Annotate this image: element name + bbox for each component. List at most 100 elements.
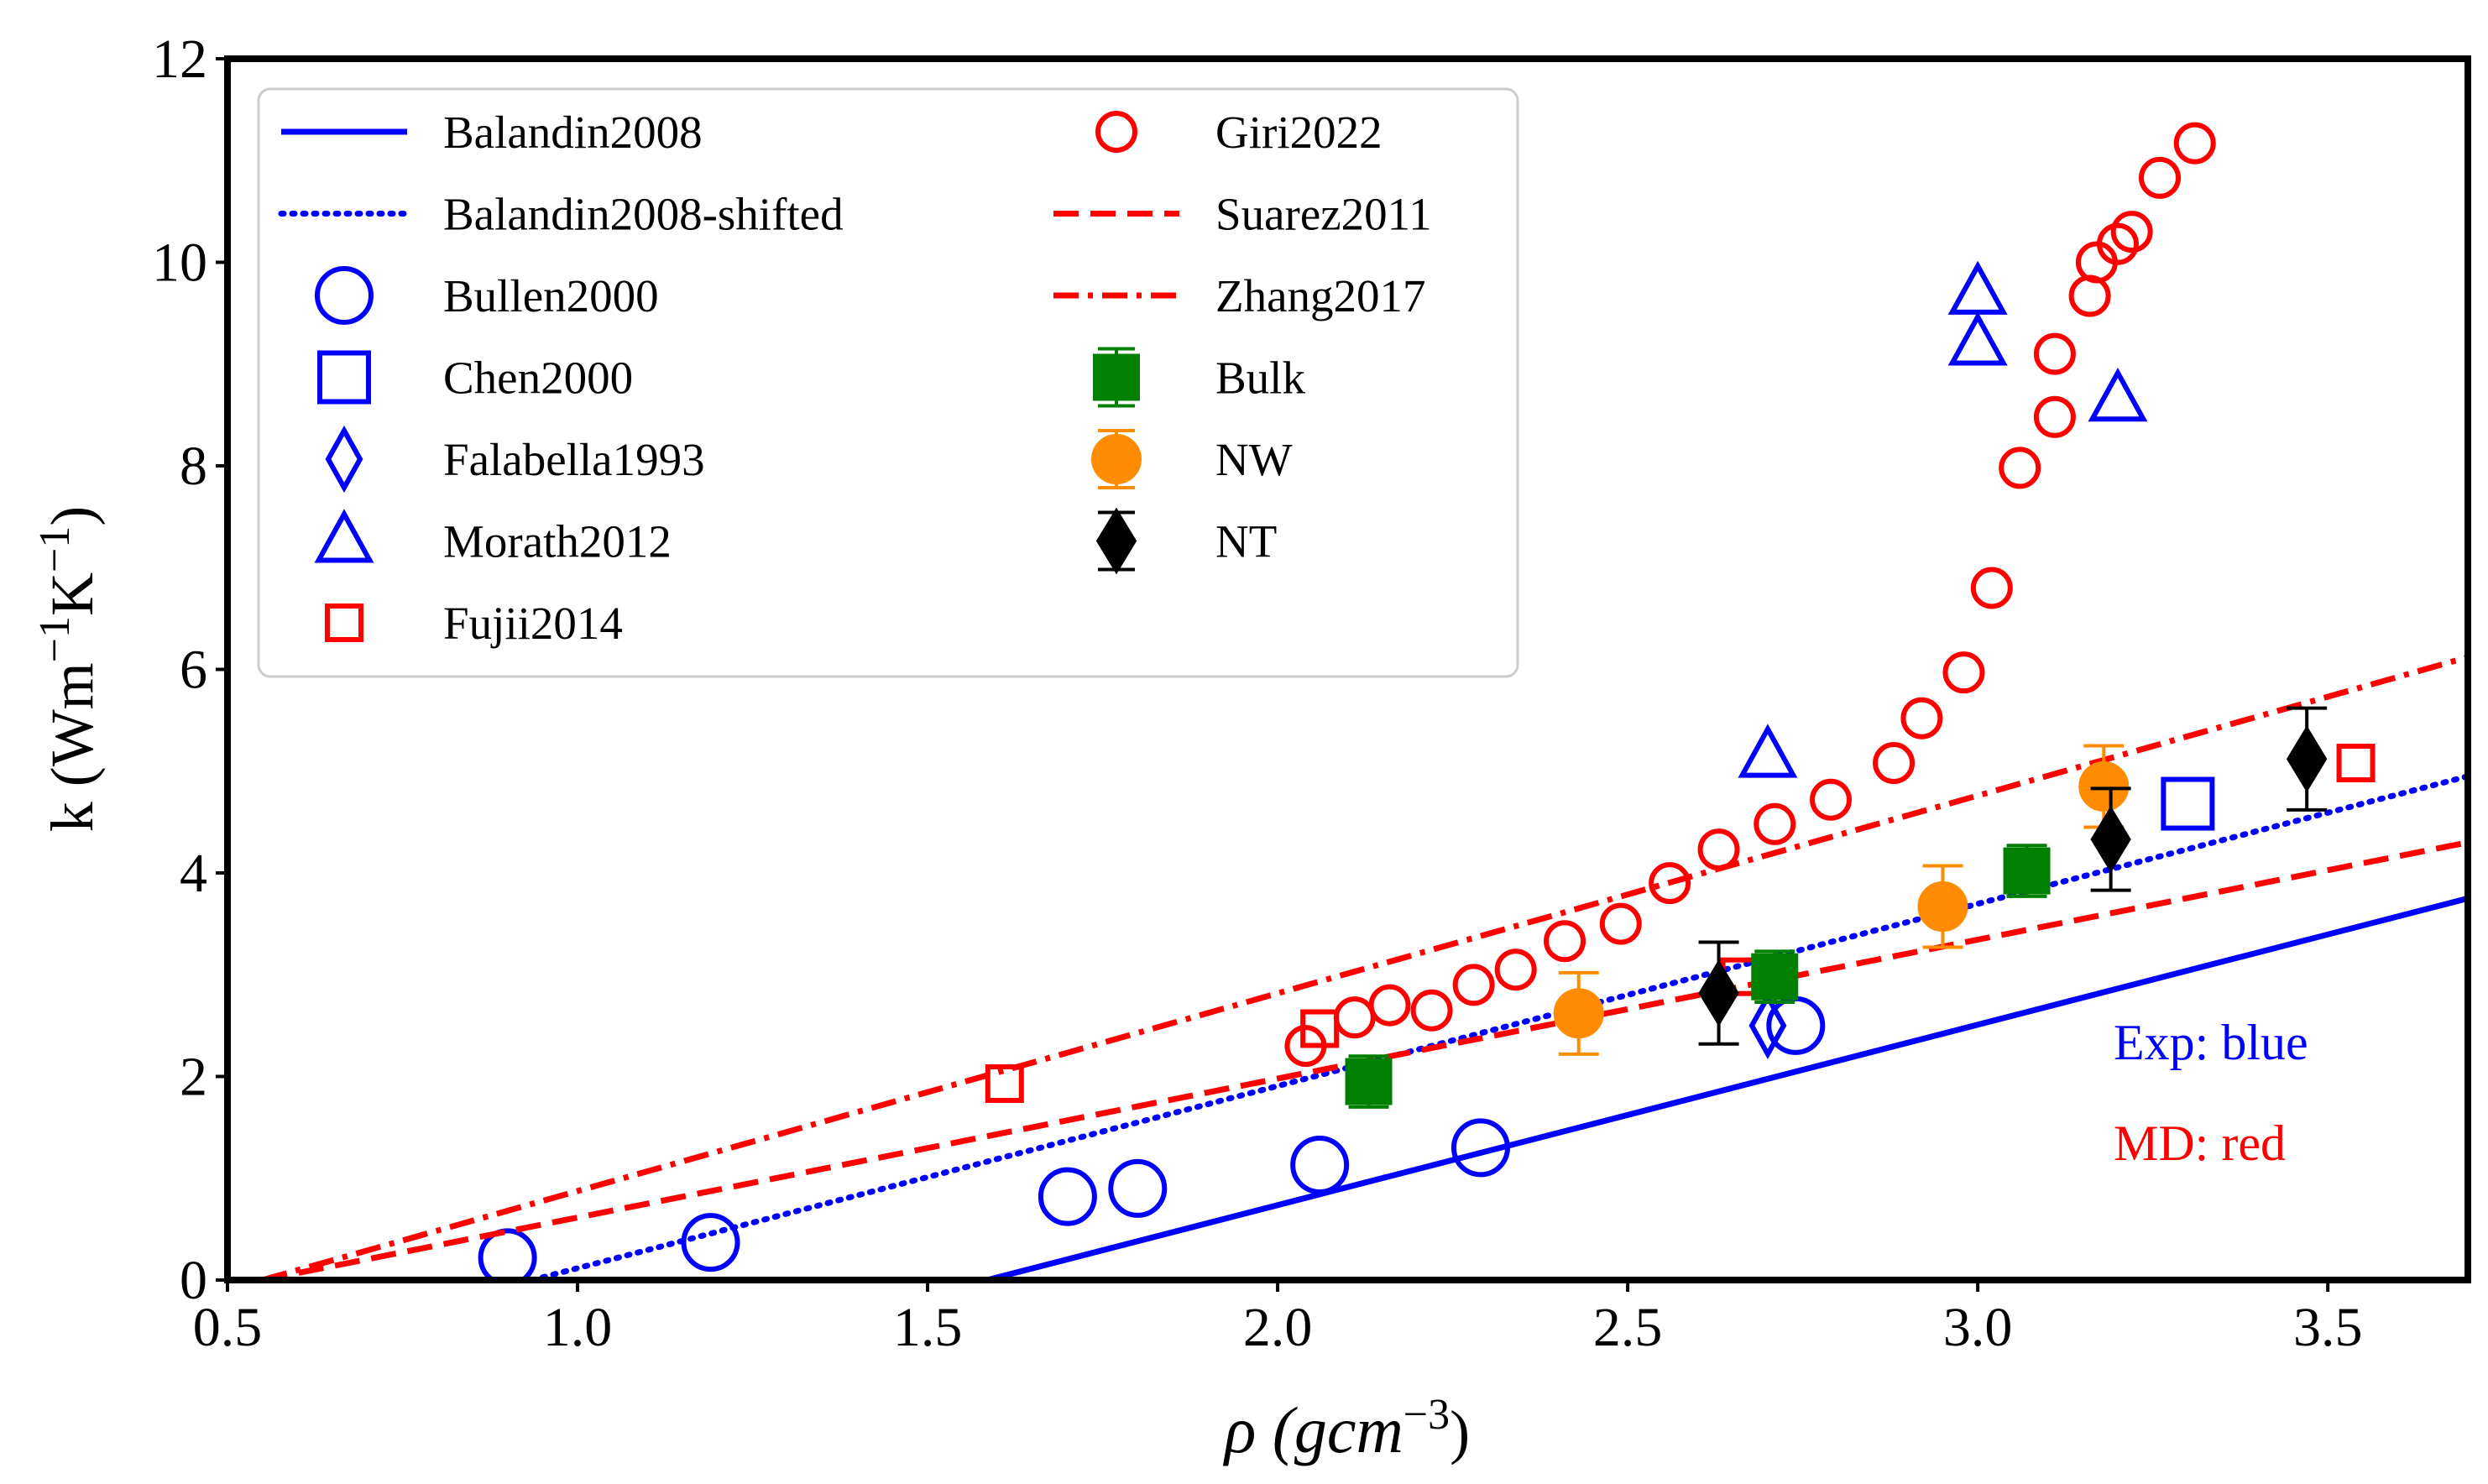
series-balandin2008 [986, 895, 2468, 1280]
y-axis-title-sup2: −1 [31, 526, 79, 572]
series-morath2012 [1738, 260, 2148, 778]
series-giri2022-point [1452, 964, 1495, 1006]
series-nw-point [1553, 988, 1604, 1039]
legend-entry-nt-label: NT [1215, 516, 1277, 567]
series-balandin2008-line [986, 895, 2468, 1280]
x-tick-label: 0.5 [193, 1297, 263, 1358]
series-nw [1553, 744, 2130, 1056]
ticks-layer: 0.5 1.0 1.5 2.0 2.5 3.0 3.5 0 2 4 6 8 10 12 [152, 29, 2362, 1358]
series-bulk-point [1345, 1058, 1393, 1105]
series-giri2022-point [2096, 222, 2139, 265]
series-nt-point [2286, 725, 2328, 793]
series-bullen2000-point [681, 1213, 740, 1272]
legend-entry-balandin2008-shifted: Balandin2008-shifted [278, 189, 844, 240]
legend-entry-morath2012: Morath2012 [314, 509, 672, 567]
legend-entry-chen2000: Chen2000 [317, 350, 633, 405]
series-giri2022-point [1544, 920, 1586, 963]
series-giri2022-point [1873, 742, 1916, 785]
series-nt-point [1698, 959, 1739, 1027]
series-giri2022-point [1599, 902, 1642, 945]
series-bullen2000-point [1290, 1135, 1350, 1194]
legend-entry-falabella1993-marker [325, 425, 363, 494]
legend-entry-balandin2008-shifted-label: Balandin2008-shifted [443, 189, 844, 240]
series-giri2022-point [2139, 156, 2182, 199]
legend-entry-nw-label: NW [1215, 434, 1293, 485]
x-tick-label: 2.5 [1593, 1297, 1663, 1358]
legend-entry-nt-marker [1095, 507, 1137, 575]
series-falabella1993 [1748, 991, 1787, 1060]
y-tick-label: 6 [180, 640, 207, 701]
series-chen2000 [2161, 776, 2215, 831]
series-giri2022-point [1494, 948, 1537, 991]
series-giri2022-point [1649, 862, 1691, 905]
series-giri2022-point [1754, 802, 1796, 845]
legend-entry-bullen2000-marker [315, 266, 374, 325]
series-nw-point [1917, 881, 1968, 933]
legend-entry-bulk-label: Bulk [1215, 353, 1305, 404]
legend-entry-zhang2017-label: Zhang2017 [1215, 270, 1426, 321]
series-balandin2008-shifted-line [529, 773, 2468, 1280]
y-tick-label: 2 [180, 1047, 207, 1108]
series-giri2022-point [2173, 122, 2216, 165]
series-bullen2000-point [1450, 1118, 1510, 1178]
series-giri2022-point [1810, 778, 1853, 821]
annotation-exp: Exp: blue [2114, 1015, 2308, 1070]
series-falabella1993-point [1748, 991, 1787, 1060]
legend-entry-suarez2011: Suarez2011 [1053, 189, 1432, 240]
y-tick-label: 4 [180, 843, 207, 904]
y-tick-label: 0 [180, 1250, 207, 1311]
legend-entry-zhang2017: Zhang2017 [1053, 270, 1426, 321]
series-morath2012-point [1738, 724, 1798, 778]
legend-entry-chen2000-label: Chen2000 [443, 353, 633, 404]
series-giri2022-point [1368, 984, 1411, 1027]
x-tick-label: 3.0 [1943, 1297, 2013, 1358]
series-bulk-point [2003, 847, 2051, 895]
legend-entry-giri2022: Giri2022 [1095, 107, 1383, 158]
legend-box [257, 87, 1519, 678]
series-giri2022-point [1970, 567, 2013, 609]
series-bullen2000-point [478, 1228, 537, 1280]
legend-entry-nt: NT [1095, 507, 1277, 575]
x-tick-label: 2.0 [1243, 1297, 1313, 1358]
x-axis-title-tail: ) [1450, 1398, 1470, 1466]
series-fujii2014-point [985, 1063, 1024, 1103]
x-axis-title-base: ρ (gcm [1223, 1393, 1403, 1466]
series-giri2022 [1284, 122, 2216, 1068]
legend: Balandin2008 Balandin2008-shifted Bullen20… [257, 87, 1519, 678]
series-bulk [1345, 844, 2051, 1109]
legend-entry-chen2000-marker [317, 350, 371, 405]
y-axis-title-tail: ) [39, 506, 106, 526]
series-bullen2000-point [1038, 1167, 1097, 1226]
x-axis-title: ρ (gcm−3) [1223, 1391, 1470, 1467]
y-tick-label: 12 [152, 29, 207, 90]
x-tick-label: 1.5 [893, 1297, 963, 1358]
series-nw-point [2078, 760, 2130, 812]
y-axis-title-sup1: −1 [31, 616, 79, 662]
series-layer [261, 122, 2468, 1280]
series-giri2022-point [1284, 1025, 1327, 1068]
legend-entry-fujii2014: Fujii2014 [325, 598, 623, 649]
legend-entry-morath2012-label: Morath2012 [443, 516, 672, 567]
series-zhang2017-line [261, 654, 2468, 1280]
legend-entry-fujii2014-label: Fujii2014 [443, 598, 623, 649]
y-tick-label: 10 [152, 233, 207, 294]
series-morath2012-point [2088, 367, 2148, 422]
legend-entry-balandin2008-label: Balandin2008 [443, 107, 703, 158]
y-axis-title: k (Wm−1K−1) [31, 506, 107, 833]
series-morath2012-point [1947, 311, 2008, 366]
series-giri2022-point [1999, 447, 2041, 489]
series-chen2000-point [2161, 776, 2215, 831]
legend-entry-giri2022-marker [1095, 111, 1137, 153]
legend-entry-fujii2014-marker [325, 604, 363, 642]
annotation-md: MD: red [2114, 1116, 2286, 1171]
series-giri2022-point [1900, 697, 1943, 739]
series-fujii2014-point [2336, 744, 2376, 783]
legend-entry-bulk: Bulk [1093, 347, 1305, 408]
series-bullen2000-point [1108, 1158, 1168, 1218]
series-giri2022-point [1410, 989, 1453, 1032]
series-balandin2008-shifted [529, 773, 2468, 1280]
legend-entry-giri2022-label: Giri2022 [1215, 107, 1383, 158]
y-tick-label: 8 [180, 436, 207, 497]
legend-entry-bullen2000-label: Bullen2000 [443, 270, 659, 321]
